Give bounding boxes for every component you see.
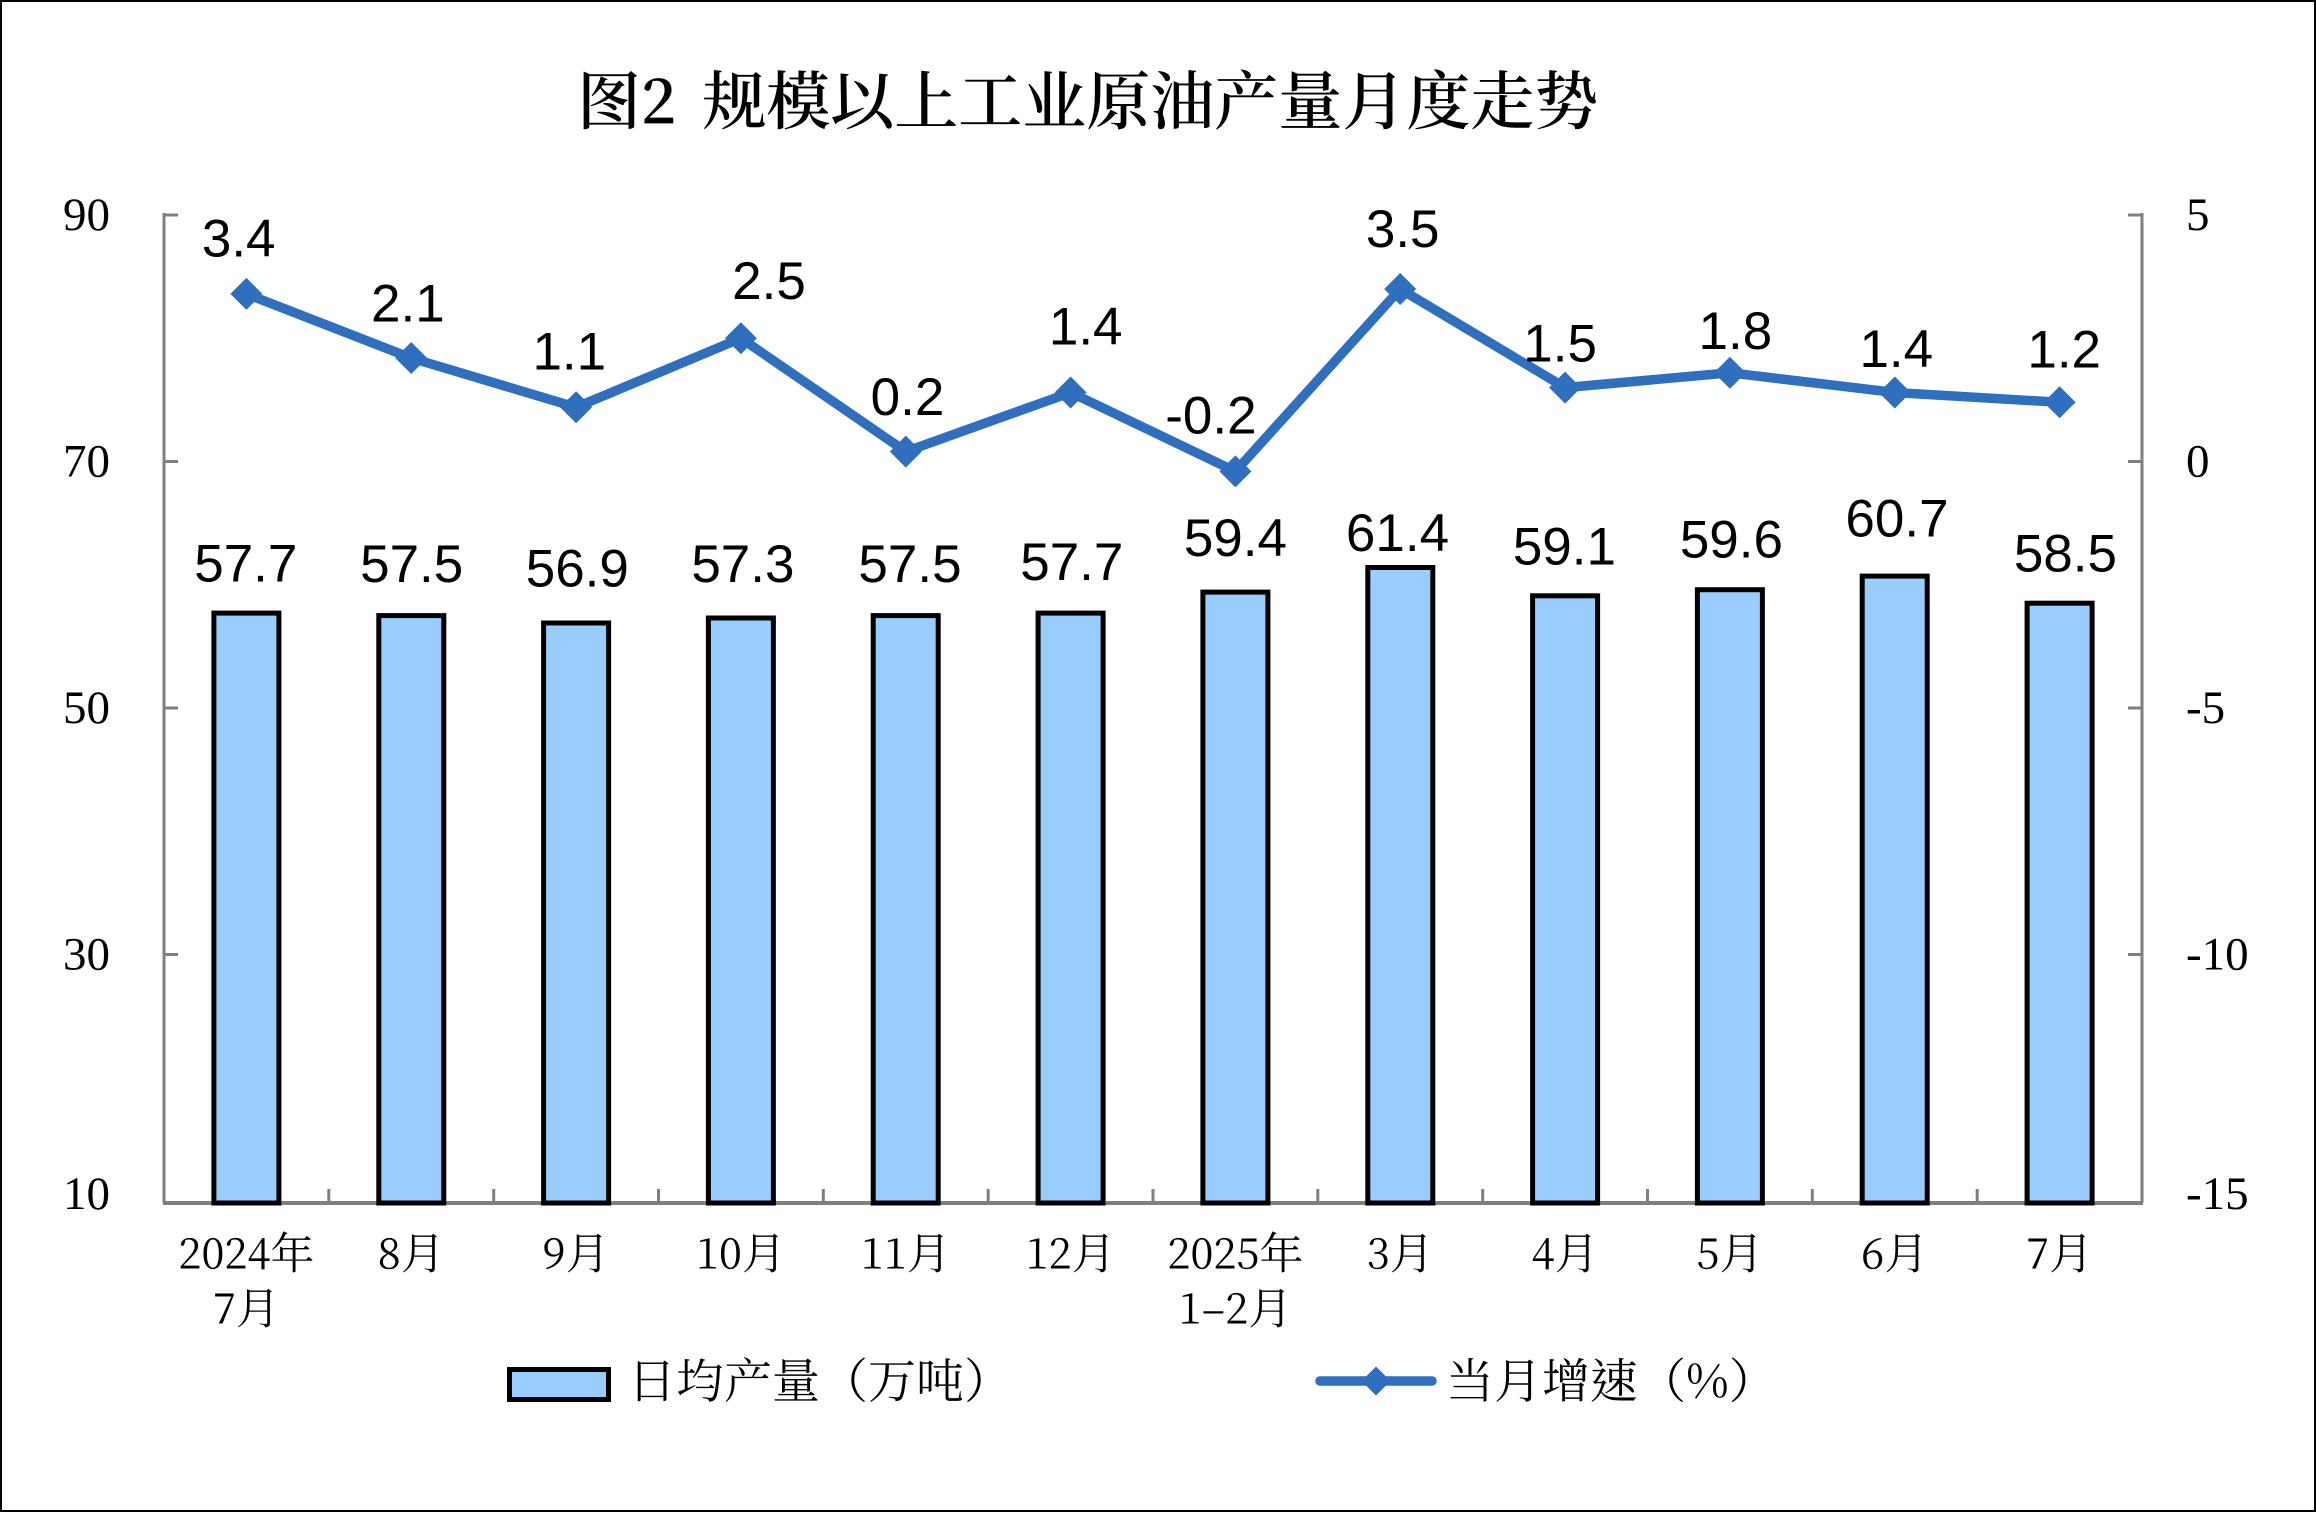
svg-text:56.9: 56.9 — [526, 540, 629, 599]
svg-text:61.4: 61.4 — [1346, 504, 1449, 563]
svg-text:-0.2: -0.2 — [1165, 387, 1256, 446]
svg-text:-5: -5 — [2186, 682, 2225, 734]
svg-text:59.4: 59.4 — [1184, 509, 1287, 568]
svg-text:1.4: 1.4 — [1859, 320, 1933, 379]
svg-text:3.4: 3.4 — [202, 209, 276, 268]
svg-text:2.5: 2.5 — [732, 252, 806, 311]
svg-text:59.1: 59.1 — [1513, 518, 1616, 577]
svg-text:57.5: 57.5 — [360, 535, 463, 594]
svg-text:3.5: 3.5 — [1366, 200, 1440, 259]
svg-text:1.5: 1.5 — [1523, 314, 1597, 373]
svg-text:-10: -10 — [2186, 929, 2249, 981]
svg-text:70: 70 — [63, 436, 110, 488]
svg-text:-15: -15 — [2186, 1168, 2249, 1220]
svg-text:57.5: 57.5 — [858, 535, 961, 594]
svg-text:1.8: 1.8 — [1699, 302, 1773, 361]
svg-text:60.7: 60.7 — [1845, 490, 1948, 549]
svg-text:1.1: 1.1 — [532, 323, 606, 382]
svg-text:57.7: 57.7 — [1020, 533, 1123, 592]
svg-text:58.5: 58.5 — [2014, 525, 2117, 584]
svg-text:2.1: 2.1 — [371, 275, 445, 334]
svg-text:1.4: 1.4 — [1049, 298, 1123, 357]
svg-text:90: 90 — [63, 189, 110, 241]
svg-text:30: 30 — [63, 929, 110, 981]
svg-text:57.7: 57.7 — [194, 535, 297, 594]
svg-text:10: 10 — [63, 1168, 110, 1220]
svg-text:1.2: 1.2 — [2027, 321, 2101, 380]
svg-text:57.3: 57.3 — [691, 535, 794, 594]
svg-text:50: 50 — [63, 682, 110, 734]
svg-text:5: 5 — [2186, 189, 2210, 241]
svg-text:59.6: 59.6 — [1680, 511, 1783, 570]
svg-text:0.2: 0.2 — [871, 368, 945, 427]
svg-text:0: 0 — [2186, 436, 2210, 488]
